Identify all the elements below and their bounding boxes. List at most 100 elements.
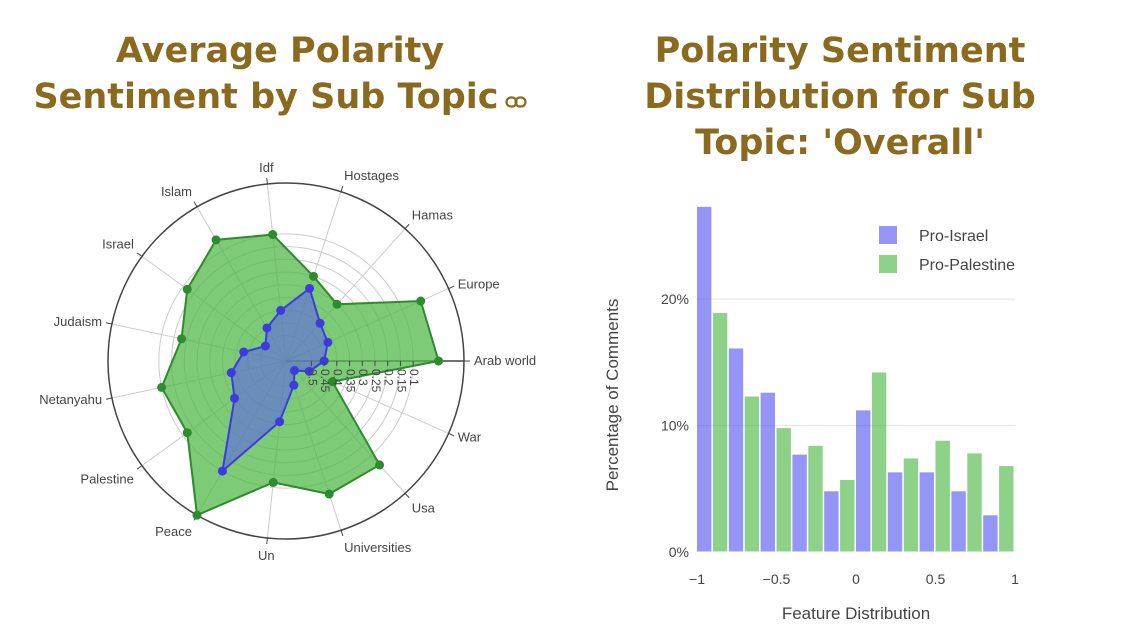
radar-point [226,368,236,378]
histogram-bar [903,458,919,552]
radar-point [177,334,187,344]
radar-point [434,356,444,366]
histogram-x-tick-label: −1 [689,571,705,587]
radar-point [323,337,333,347]
radar-category-label: Netanyahu [39,392,102,407]
radar-angular-tick [340,530,344,537]
radar-point [182,284,192,294]
radar-point [182,428,192,438]
radar-category-label: Un [258,548,275,563]
histogram-bar [840,479,855,552]
radar-category-label: Universities [344,540,412,555]
histogram-bar [697,206,712,552]
histogram-bar [776,428,791,552]
radar-point [239,347,249,357]
radar-category-label: Europe [458,277,500,292]
radar-radial-tick-label: 0.25 [369,369,383,393]
histogram-bar [792,454,807,552]
radar-category-label: Arab world [474,353,536,368]
histogram-bar [983,515,998,552]
radar-category-label: Judaism [54,314,102,329]
radar-chart-title: Average Polarity Sentiment by Sub Topic [20,28,540,121]
histogram-bar [919,472,934,552]
radar-point [157,382,167,392]
radar-point [275,417,285,427]
radar-point [324,489,334,499]
histogram-y-axis-title: Percentage of Comments [603,299,622,492]
radar-point [192,510,202,520]
histogram-bar [728,348,744,552]
radar-category-label: Israel [102,236,134,251]
radar-point [217,466,227,476]
histogram-x-tick-label: 0.5 [926,571,946,587]
radar-point [375,460,385,470]
histogram-x-axis-title: Feature Distribution [782,604,930,623]
link-icon[interactable] [504,75,527,121]
radar-radial-tick-label: 0.15 [394,369,408,393]
radar-angular-tick [448,432,455,437]
legend-label: Pro-Israel [919,228,988,245]
radar-point [305,283,315,293]
histogram-bar [808,445,823,552]
radar-angular-tick [266,177,268,185]
radar-point [230,393,240,403]
histogram-bar [712,313,728,552]
radar-category-label: Peace [155,524,192,539]
radar-category-label: Hostages [344,168,399,183]
legend-label: Pro-Palestine [919,257,1015,274]
radar-category-label: War [458,429,482,444]
radar-category-label: Idf [259,160,274,175]
histogram-bar [744,396,760,552]
histogram-x-tick-label: 0 [852,571,860,587]
radar-point [332,299,342,309]
radar-radial-tick-label: 0.5 [305,369,319,386]
radar-angular-tick [266,537,268,545]
radar-radial-tick-label: 0.45 [318,369,332,393]
histogram-bar [999,466,1014,552]
radar-angular-tick [105,397,112,400]
histogram-x-tick-label: −0.5 [763,571,791,587]
histogram-bar [824,491,839,552]
radar-angular-tick [340,185,344,192]
radar-point [290,365,300,375]
radar-point [309,271,319,281]
legend-swatch [879,226,897,244]
radar-point [211,235,221,245]
radar-radial-tick-label: 0.2 [382,369,396,386]
radar-angular-tick [105,322,112,325]
histogram-chart-title: Polarity Sentiment Distribution for Sub … [644,31,1036,163]
histogram-bar [951,491,966,552]
radar-series-area [220,286,329,474]
radar-angular-tick [193,201,198,208]
radar-point [268,477,278,487]
radar-category-label: Palestine [80,472,133,487]
radar-point [262,323,272,333]
radar-category-label: Usa [412,501,436,516]
radar-point [260,341,270,351]
histogram-x-tick-label: 1 [1011,571,1019,587]
radar-point [416,296,426,306]
histogram-bar [856,410,871,552]
histogram-bar [887,472,903,552]
radar-point [289,380,299,390]
radar-category-label: Islam [161,184,192,199]
radar-point [276,305,286,315]
radar-angular-tick [404,223,410,230]
histogram-y-tick-label: 10% [661,418,689,434]
histogram-bar [967,453,982,552]
histogram-bar [935,440,950,552]
radar-radial-tick-label: 0.1 [407,369,421,386]
histogram-y-tick-label: 0% [669,544,689,560]
radar-radial-tick-label: 0.35 [343,369,357,393]
radar-chart: Arab world Europe Hamas Hostages Idf Islam Isr… [39,160,536,563]
radar-point [315,318,325,328]
radar-chart-title-text: Average Polarity Sentiment by Sub Topic [33,31,499,117]
radar-point [304,366,314,376]
radar-radial-tick-label: 0.4 [331,369,345,386]
histogram-bar [871,372,887,552]
radar-point [327,377,337,387]
radar-angular-tick [448,285,455,290]
radar-angular-tick [136,465,143,470]
radar-angular-tick [404,492,410,499]
